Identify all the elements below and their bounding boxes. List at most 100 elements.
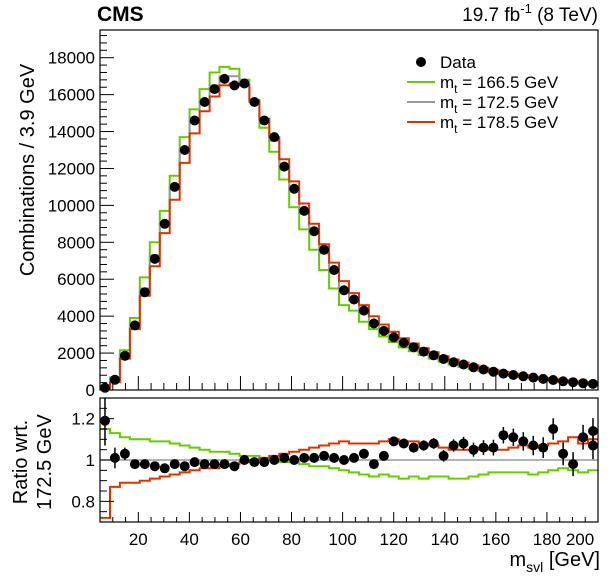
ratio-data-point bbox=[448, 440, 459, 451]
ratio-data-point bbox=[299, 452, 310, 463]
legend-label-data: Data bbox=[440, 53, 476, 72]
ratio-data-point bbox=[139, 459, 150, 470]
ratio-data-point bbox=[538, 442, 549, 453]
main-panel: 0 2000 4000 6000 8000 10000 12000 14000 16000 180… bbox=[17, 29, 599, 400]
main-data-point bbox=[408, 342, 419, 353]
ratio-data-point bbox=[588, 426, 598, 437]
main-data-point bbox=[279, 161, 290, 172]
main-data-point bbox=[189, 115, 200, 126]
ratio-data-point bbox=[279, 452, 290, 463]
main-plot-marks bbox=[100, 65, 598, 393]
main-data-point bbox=[169, 181, 180, 192]
main-data-point bbox=[358, 305, 369, 316]
main-data-point bbox=[129, 320, 140, 331]
main-data-point bbox=[518, 371, 529, 382]
main-data-point bbox=[179, 145, 190, 155]
x-axis-label: msvl [GeV] bbox=[510, 549, 601, 575]
main-axes: 0 2000 4000 6000 8000 10000 12000 14000 16000 180… bbox=[48, 29, 599, 400]
main-data-point bbox=[568, 377, 579, 388]
ratio-data-point bbox=[388, 436, 399, 447]
main-y-tick-label: 0 bbox=[86, 381, 95, 400]
main-y-tick-label: 12000 bbox=[48, 159, 95, 178]
ratio-data-point bbox=[289, 455, 300, 465]
ratio-y-tick-label: 1.2 bbox=[71, 410, 95, 429]
ratio-data-point bbox=[319, 450, 330, 461]
main-data-point bbox=[528, 372, 539, 383]
x-tick-label: 160 bbox=[482, 530, 510, 549]
main-data-point bbox=[478, 364, 489, 375]
main-data-point bbox=[259, 115, 270, 126]
main-data-point bbox=[578, 378, 589, 389]
main-data-point bbox=[448, 357, 459, 368]
ratio-data-point bbox=[508, 432, 519, 443]
main-data-point bbox=[199, 97, 210, 107]
main-data-point bbox=[368, 318, 379, 329]
ratio-data-point bbox=[568, 459, 579, 470]
main-data-point bbox=[159, 218, 170, 229]
main-data-point bbox=[428, 350, 439, 361]
main-y-tick-label: 2000 bbox=[57, 344, 95, 363]
ratio-data-point bbox=[249, 457, 260, 468]
ratio-data-point bbox=[428, 438, 439, 449]
main-data-point bbox=[149, 253, 160, 264]
ratio-data-point bbox=[349, 452, 359, 463]
ratio-plot-marks bbox=[100, 398, 598, 519]
ratio-data-point bbox=[169, 459, 180, 470]
luminosity-label: 19.7 fb-1 (8 TeV) bbox=[462, 1, 598, 26]
ratio-series-line-m166 bbox=[100, 428, 598, 480]
main-data-point bbox=[139, 287, 150, 298]
main-data-point bbox=[378, 325, 389, 336]
ratio-data-point bbox=[358, 448, 369, 459]
main-data-point bbox=[269, 132, 280, 143]
main-data-point bbox=[249, 97, 260, 107]
main-y-tick-label: 14000 bbox=[48, 123, 95, 142]
ratio-data-point bbox=[548, 424, 559, 434]
ratio-data-point bbox=[189, 457, 200, 468]
main-data-point bbox=[329, 265, 340, 275]
ratio-data-point bbox=[129, 459, 140, 470]
main-y-tick-label: 4000 bbox=[57, 307, 95, 326]
ratio-data-point bbox=[558, 448, 569, 459]
x-tick-label: 40 bbox=[180, 530, 199, 549]
main-data-point bbox=[508, 370, 519, 380]
main-y-axis-label: Combinations / 3.9 GeV bbox=[17, 63, 39, 276]
ratio-data-point bbox=[199, 459, 210, 470]
ratio-y-axis-label-line2: 172.5 GeV bbox=[34, 414, 56, 510]
x-tick-label: 80 bbox=[282, 530, 301, 549]
x-tick-label: 200 bbox=[566, 530, 594, 549]
main-data-point bbox=[109, 374, 120, 385]
ratio-data-point bbox=[498, 430, 509, 441]
legend-label-m172: mt = 172.5 GeV bbox=[440, 93, 559, 116]
main-data-point bbox=[458, 359, 469, 370]
main-data-point bbox=[498, 368, 509, 379]
ratio-data-point bbox=[159, 463, 170, 474]
ratio-data-point bbox=[109, 452, 120, 463]
ratio-data-point bbox=[179, 461, 190, 472]
main-y-tick-label: 16000 bbox=[48, 86, 95, 105]
ratio-data-point bbox=[149, 461, 160, 472]
ratio-data-point bbox=[528, 440, 539, 451]
legend-marker-data bbox=[416, 57, 426, 67]
main-data-point bbox=[229, 80, 240, 91]
main-data-point bbox=[219, 73, 230, 84]
main-data-point bbox=[209, 84, 220, 95]
main-data-point bbox=[339, 285, 349, 296]
main-data-point bbox=[588, 378, 598, 389]
main-data-point bbox=[418, 346, 429, 357]
main-data-point bbox=[239, 78, 250, 89]
ratio-data-point bbox=[269, 455, 280, 465]
main-data-point bbox=[548, 375, 559, 385]
x-tick-label: 20 bbox=[129, 530, 148, 549]
ratio-data-point bbox=[309, 452, 320, 463]
ratio-y-tick-label: 0.8 bbox=[71, 492, 95, 511]
ratio-data-point bbox=[239, 455, 250, 465]
main-data-point bbox=[119, 350, 130, 361]
ratio-axes: 0.8 1 1.2 20 40 60 80 100 120 140 160 180 200 bbox=[71, 397, 599, 549]
main-y-tick-label: 8000 bbox=[57, 233, 95, 252]
ratio-data-point bbox=[100, 415, 110, 426]
ratio-data-point bbox=[329, 452, 340, 463]
main-data-point bbox=[438, 354, 449, 364]
main-data-point bbox=[299, 205, 310, 216]
main-plot-frame bbox=[99, 29, 599, 391]
